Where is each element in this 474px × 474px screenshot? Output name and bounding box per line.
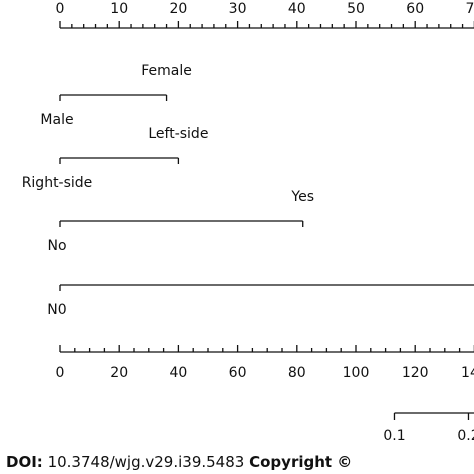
points-tick-label: 60 [406,1,424,17]
points-tick-label: 50 [347,1,365,17]
doi: 10.3748/wjg.v29.i39.5483 [48,453,245,471]
level-label: Female [141,63,192,79]
level-label: Right-side [22,175,93,191]
points-tick-label: 0 [56,1,65,17]
level-label: Left-side [148,126,208,142]
points-tick-label: 10 [110,1,128,17]
probability-tick-label: 0.1 [383,428,405,444]
total-tick-label: 40 [169,365,187,381]
total-tick-label: 140 [461,365,474,381]
total-tick-label: 100 [343,365,370,381]
probability-tick-label: 0.2 [457,428,474,444]
points-tick-label: 70 [465,1,474,17]
total-tick-label: 0 [56,365,65,381]
footer-doi: DOI: 10.3748/wjg.v29.i39.5483 Copyright … [6,453,352,471]
points-tick-label: 40 [288,1,306,17]
level-label: No [47,238,66,254]
copyright: Copyright © [249,453,352,471]
level-label: Male [40,112,73,128]
level-label: Yes [290,189,314,205]
total-tick-label: 120 [402,365,429,381]
doi-label: DOI: [6,453,43,471]
total-tick-label: 60 [229,365,247,381]
points-tick-label: 30 [229,1,247,17]
level-label: N0 [47,302,66,318]
total-tick-label: 80 [288,365,306,381]
total-tick-label: 20 [110,365,128,381]
points-tick-label: 20 [169,1,187,17]
